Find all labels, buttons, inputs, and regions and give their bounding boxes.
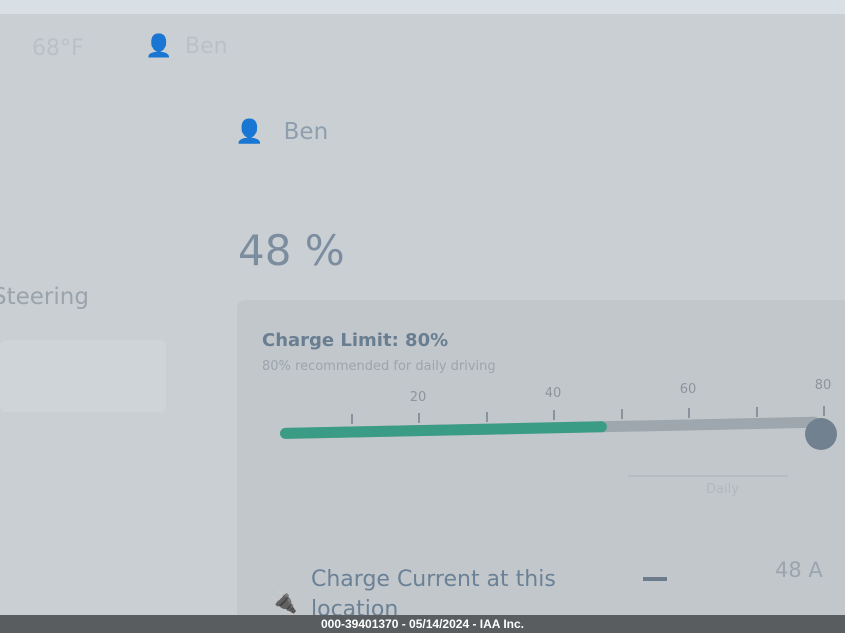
scale-tick bbox=[755, 406, 758, 417]
scale-tick bbox=[553, 410, 555, 421]
decrement-current-button[interactable] bbox=[643, 577, 667, 581]
scale-tick bbox=[418, 412, 420, 423]
sidebar-item-steering[interactable]: Steering bbox=[0, 284, 89, 310]
person-icon: 👤 bbox=[145, 34, 173, 59]
temperature-readout: 68°F bbox=[32, 36, 84, 61]
charging-card bbox=[237, 300, 845, 620]
scale-tick bbox=[688, 408, 690, 418]
battery-percent: 48 % bbox=[238, 226, 345, 275]
profile-user[interactable]: 👤 Ben bbox=[235, 118, 329, 146]
sidebar-panel[interactable] bbox=[0, 340, 166, 412]
scale-label: 80 bbox=[814, 378, 832, 393]
scale-tick bbox=[620, 409, 623, 420]
top-strip bbox=[0, 0, 845, 14]
daily-range-marker bbox=[628, 475, 788, 477]
charge-limit-handle[interactable] bbox=[805, 418, 837, 450]
charge-current-value: 48 A bbox=[775, 558, 823, 582]
profile-name: Ben bbox=[283, 118, 329, 145]
scale-tick bbox=[823, 405, 825, 416]
status-user[interactable]: Ben bbox=[185, 34, 228, 59]
scale-tick bbox=[485, 411, 488, 422]
daily-label: Daily bbox=[706, 482, 739, 497]
scale-tick bbox=[350, 414, 353, 424]
scale-label: 40 bbox=[544, 386, 562, 401]
watermark: 000-39401370 - 05/14/2024 - IAA Inc. bbox=[0, 615, 845, 633]
scale-label: 60 bbox=[679, 382, 697, 397]
scale-label: 20 bbox=[409, 390, 427, 405]
plug-icon: 🔌 bbox=[270, 590, 298, 615]
charge-limit-subtitle: 80% recommended for daily driving bbox=[262, 359, 496, 374]
charge-limit-title: Charge Limit: 80% bbox=[262, 330, 449, 351]
person-icon: 👤 bbox=[235, 119, 264, 145]
